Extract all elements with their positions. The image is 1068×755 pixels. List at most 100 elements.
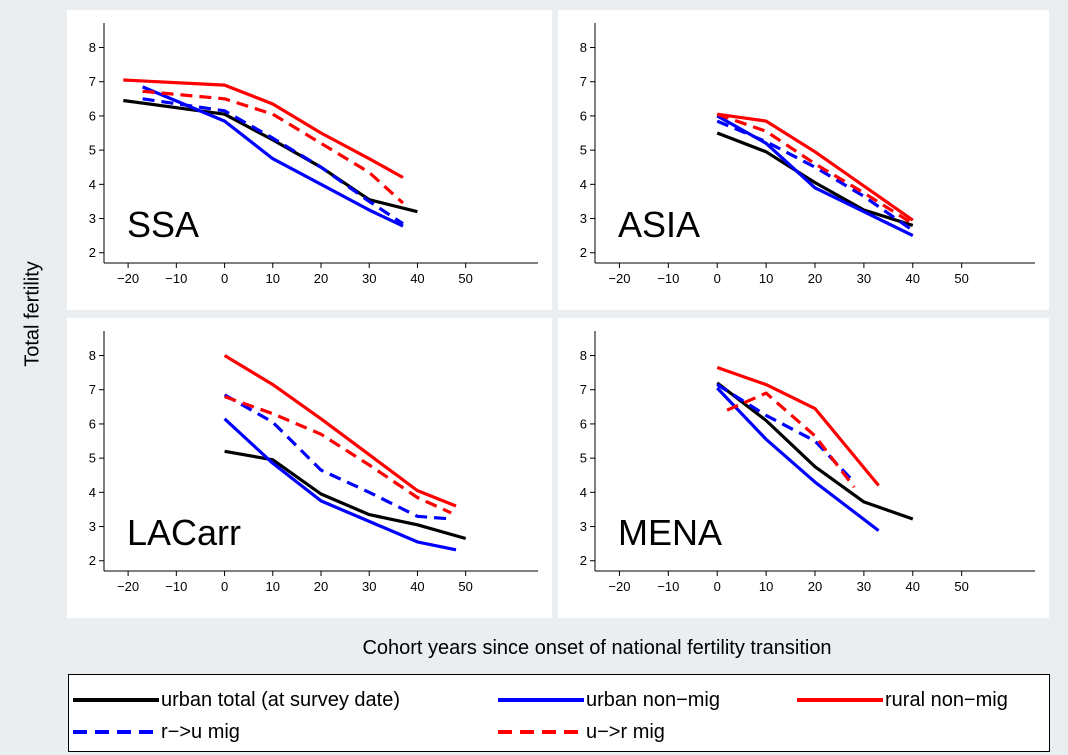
y-tick-label-mena: 3 xyxy=(580,519,587,534)
legend-label-rural-non-mig: rural non−mig xyxy=(885,688,1008,711)
series-line-u-r-mig-dashed-ssa xyxy=(142,89,405,205)
y-tick-label-lacarr: 4 xyxy=(89,485,96,500)
legend-swatch-rural-non-mig xyxy=(797,685,883,715)
panel-title-asia: ASIA xyxy=(618,204,700,245)
x-tick-label-lacarr: 30 xyxy=(362,579,376,594)
panel-background-asia xyxy=(558,10,1049,310)
y-tick-label-asia: 4 xyxy=(580,177,587,192)
series-line-u-r-mig-dashed-lacarr xyxy=(224,395,452,515)
x-tick-label-asia: −20 xyxy=(608,271,630,286)
y-tick-label-asia: 6 xyxy=(580,108,587,123)
y-tick-label-ssa: 4 xyxy=(89,177,96,192)
panel-title-mena: MENA xyxy=(618,512,722,553)
x-tick-label-mena: 50 xyxy=(954,579,968,594)
panel-mena: 2 3 4 5 6 7 8 −20 −10 0 10 20 30 40 50 MENA xyxy=(558,318,1049,618)
panel-lacarr: 2 3 4 5 6 7 8 −20 −10 0 10 20 30 40 50 LACarr xyxy=(67,318,552,618)
x-tick-label-lacarr: 0 xyxy=(221,579,228,594)
series-line-urban-total-at-survey-date-lacarr xyxy=(224,449,467,541)
x-axis-title: Cohort years since onset of national fer… xyxy=(362,637,832,659)
panel-title-ssa: SSA xyxy=(127,204,199,245)
series-line-rural-non-mig-ssa xyxy=(123,78,404,179)
legend-swatch-u-r-mig xyxy=(498,717,584,747)
x-tick-label-ssa: 20 xyxy=(314,271,328,286)
legend-swatch-r-u-mig xyxy=(73,717,159,747)
legend-entry-r-u-mig: r−>u mig xyxy=(73,717,240,747)
y-tick-label-ssa: 3 xyxy=(89,211,96,226)
y-tick-label-asia: 7 xyxy=(580,74,587,89)
y-tick-label-asia: 5 xyxy=(580,143,587,158)
panel-asia: 2 3 4 5 6 7 8 −20 −10 0 10 20 30 40 50 ASIA xyxy=(558,10,1049,310)
panel-background-mena xyxy=(558,318,1049,618)
x-tick-label-mena: −10 xyxy=(657,579,679,594)
legend-swatch-urban-non-mig xyxy=(498,685,584,715)
legend-label-urban-non-mig: urban non−mig xyxy=(586,688,720,711)
x-tick-label-asia: 30 xyxy=(857,271,871,286)
series-line-urban-total-at-survey-date-ssa xyxy=(123,98,418,214)
series-line-r-u-mig-dashed-lacarr xyxy=(223,393,452,521)
x-tick-label-mena: 30 xyxy=(857,579,871,594)
y-tick-label-ssa: 6 xyxy=(89,108,96,123)
series-line-rural-non-mig-asia xyxy=(716,112,914,222)
series-line-urban-non-mig-mena xyxy=(716,386,880,532)
x-tick-label-ssa: 40 xyxy=(410,271,424,286)
series-line-u-r-mig-dashed-mena xyxy=(726,391,856,489)
legend-entry-rural-non-mig: rural non−mig xyxy=(797,685,1008,715)
x-tick-label-lacarr: −10 xyxy=(165,579,187,594)
series-line-rural-non-mig-mena xyxy=(716,365,880,487)
y-tick-label-mena: 4 xyxy=(580,485,587,500)
x-tick-label-asia: −10 xyxy=(657,271,679,286)
x-tick-label-asia: 10 xyxy=(759,271,773,286)
panel-ssa: 2 3 4 5 6 7 8 −20 −10 0 10 20 30 40 50 SSA xyxy=(67,10,552,310)
y-tick-label-ssa: 2 xyxy=(89,245,96,260)
series-line-rural-non-mig-lacarr xyxy=(223,354,457,508)
panel-background-lacarr xyxy=(67,318,552,618)
y-tick-label-lacarr: 6 xyxy=(89,416,96,431)
y-tick-label-lacarr: 5 xyxy=(89,451,96,466)
x-tick-label-asia: 50 xyxy=(954,271,968,286)
legend-label-u-r-mig: u−>r mig xyxy=(586,720,665,743)
x-tick-label-lacarr: 20 xyxy=(314,579,328,594)
x-tick-label-ssa: 10 xyxy=(266,271,280,286)
x-tick-label-ssa: 50 xyxy=(458,271,472,286)
x-tick-label-asia: 20 xyxy=(808,271,822,286)
x-tick-label-ssa: −20 xyxy=(117,271,139,286)
y-tick-label-ssa: 8 xyxy=(89,40,96,55)
x-tick-label-lacarr: −20 xyxy=(117,579,139,594)
series-line-urban-non-mig-ssa xyxy=(141,85,404,228)
series-line-urban-non-mig-asia xyxy=(716,114,914,238)
legend-swatch-urban-total xyxy=(73,685,159,715)
y-axis-title: Total fertility xyxy=(21,261,44,367)
x-tick-label-ssa: −10 xyxy=(165,271,187,286)
y-tick-label-mena: 5 xyxy=(580,451,587,466)
series-line-urban-non-mig-lacarr xyxy=(223,417,457,552)
x-tick-label-mena: 10 xyxy=(759,579,773,594)
x-tick-label-lacarr: 40 xyxy=(410,579,424,594)
y-tick-label-mena: 8 xyxy=(580,348,587,363)
x-tick-label-lacarr: 10 xyxy=(266,579,280,594)
series-line-urban-total-at-survey-date-mena xyxy=(716,381,914,521)
y-tick-label-mena: 6 xyxy=(580,416,587,431)
y-tick-label-lacarr: 8 xyxy=(89,348,96,363)
y-tick-label-lacarr: 2 xyxy=(89,553,96,568)
x-tick-label-asia: 40 xyxy=(906,271,920,286)
y-tick-label-asia: 8 xyxy=(580,40,587,55)
x-tick-label-ssa: 0 xyxy=(221,271,228,286)
x-tick-label-mena: 40 xyxy=(906,579,920,594)
y-tick-label-mena: 2 xyxy=(580,553,587,568)
panel-title-lacarr: LACarr xyxy=(127,512,241,553)
y-tick-label-mena: 7 xyxy=(580,382,587,397)
x-tick-label-ssa: 30 xyxy=(362,271,376,286)
legend-entry-u-r-mig: u−>r mig xyxy=(498,717,665,747)
x-tick-label-mena: 0 xyxy=(714,579,721,594)
y-tick-label-asia: 3 xyxy=(580,211,587,226)
chart-legend: urban total (at survey date) urban non−m… xyxy=(68,674,1050,752)
x-tick-label-mena: 20 xyxy=(808,579,822,594)
legend-entry-urban-total: urban total (at survey date) xyxy=(73,685,400,715)
y-tick-label-ssa: 7 xyxy=(89,74,96,89)
x-tick-label-mena: −20 xyxy=(608,579,630,594)
legend-entry-urban-non-mig: urban non−mig xyxy=(498,685,720,715)
legend-label-r-u-mig: r−>u mig xyxy=(161,720,240,743)
y-tick-label-lacarr: 7 xyxy=(89,382,96,397)
x-tick-label-asia: 0 xyxy=(714,271,721,286)
